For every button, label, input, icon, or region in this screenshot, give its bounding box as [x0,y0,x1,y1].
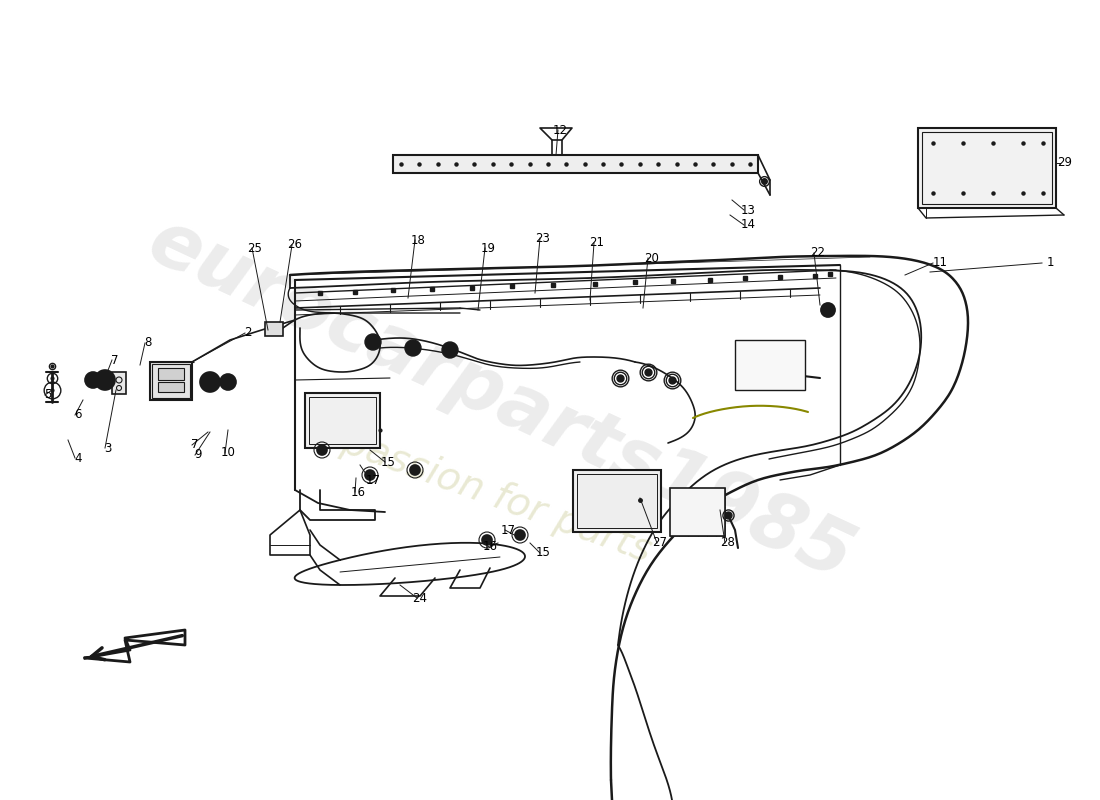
Circle shape [482,535,492,545]
Bar [309,397,376,444]
Text: 19: 19 [481,242,495,254]
Text: 11: 11 [933,257,947,270]
Text: 8: 8 [144,337,152,350]
Text: 17: 17 [500,523,516,537]
Circle shape [442,342,458,358]
Text: 10: 10 [221,446,235,459]
Circle shape [200,372,220,392]
Text: 15: 15 [536,546,550,559]
Bar [158,382,184,392]
Bar [670,488,725,536]
Text: eurocarparts1985: eurocarparts1985 [136,204,865,596]
Circle shape [365,334,381,350]
Bar [150,362,192,400]
Text: 28: 28 [720,537,736,550]
Text: 9: 9 [195,449,201,462]
Circle shape [95,370,116,390]
Circle shape [220,374,236,390]
Circle shape [821,303,835,317]
Text: 13: 13 [740,203,756,217]
Text: 16: 16 [351,486,365,498]
Bar [578,474,657,528]
Bar [922,132,1052,204]
Bar [918,128,1056,208]
Text: 29: 29 [1057,157,1072,170]
Text: 16: 16 [483,541,497,554]
Text: 1: 1 [1046,257,1054,270]
Bar [573,470,661,532]
Text: 25: 25 [248,242,263,254]
Circle shape [410,465,420,475]
Text: 15: 15 [381,455,395,469]
Bar [265,322,283,336]
Text: 7: 7 [111,354,119,366]
Text: 26: 26 [287,238,303,251]
Bar [112,372,126,394]
Text: 4: 4 [75,451,81,465]
Text: 23: 23 [536,231,550,245]
Circle shape [85,372,101,388]
Text: a passion for parts: a passion for parts [304,410,657,570]
Text: 6: 6 [75,409,81,422]
Text: 20: 20 [645,251,659,265]
Circle shape [405,340,421,356]
Text: 3: 3 [104,442,112,454]
Text: 17: 17 [365,474,381,486]
Bar [393,155,758,173]
Bar [735,340,805,390]
Text: 27: 27 [652,537,668,550]
Text: 24: 24 [412,591,428,605]
Bar [152,364,190,398]
Bar [305,393,380,448]
Circle shape [365,470,375,480]
Text: 7: 7 [191,438,199,451]
Text: 5: 5 [44,389,52,402]
Text: 14: 14 [740,218,756,231]
Text: 12: 12 [552,123,568,137]
Circle shape [515,530,525,540]
Text: 21: 21 [590,237,605,250]
Circle shape [317,445,327,455]
Text: 2: 2 [244,326,252,339]
Text: 18: 18 [410,234,426,246]
Bar [158,368,184,380]
Text: 22: 22 [811,246,825,259]
